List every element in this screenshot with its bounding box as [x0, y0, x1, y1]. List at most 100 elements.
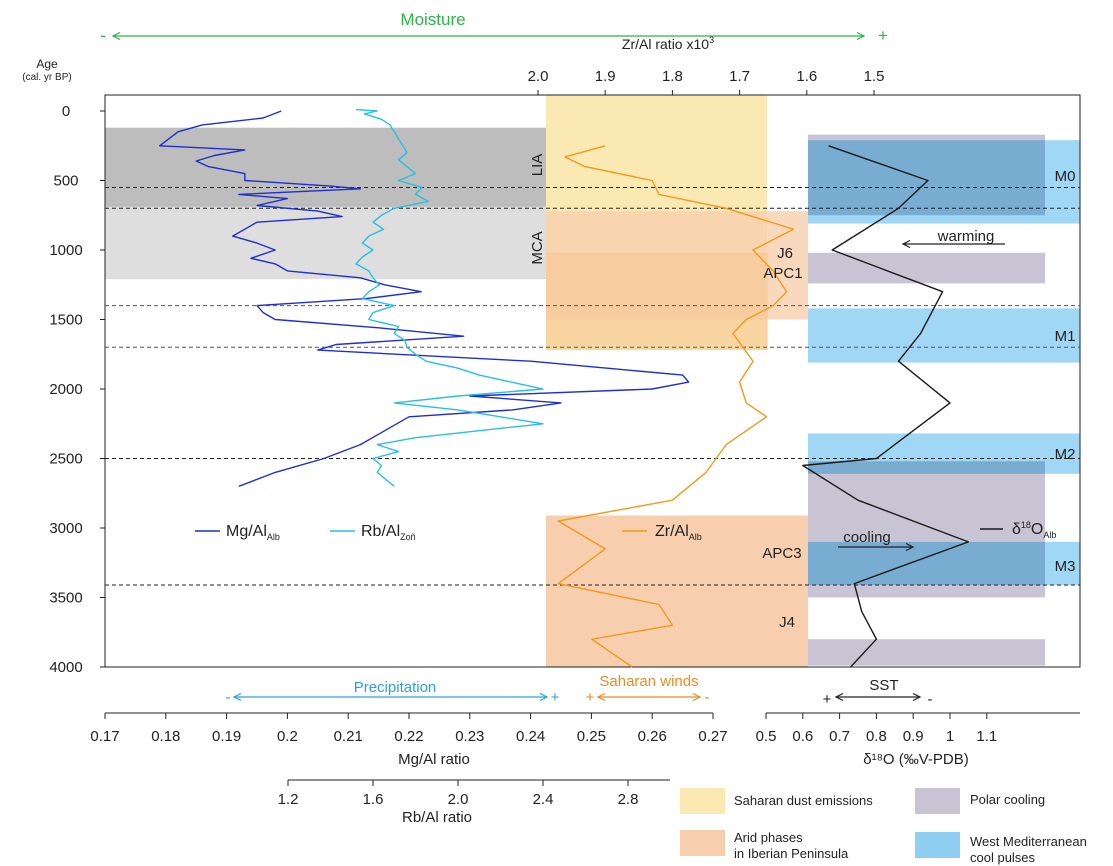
cooling-arrow-head-right [905, 542, 915, 552]
legend-arid-label: Arid phases in Iberian Peninsula [734, 830, 849, 861]
series-line-2 [557, 145, 795, 668]
legend-polar-swatch [915, 788, 960, 814]
legend-d18o-sub: Alb [1043, 530, 1056, 540]
zr-axis-label-sup: 3 [709, 35, 714, 45]
saharan-winds-arrow-head-left [596, 692, 606, 702]
legend-zr-sub: Alb [689, 532, 702, 542]
legend-mg-text: Mg/AlAlb [226, 523, 280, 542]
legend-rb-name: Rb/Al [361, 523, 400, 540]
saharan-winds-minus: - [705, 689, 710, 706]
mg-tick-label-2: 0.19 [212, 728, 241, 745]
legend-dust-label: Saharan dust emissions [734, 793, 873, 808]
saharan-winds-plus: + [586, 689, 595, 706]
age-tick-label-8: 4000 [49, 659, 82, 676]
rb-tick-label-0: 1.2 [278, 791, 299, 808]
age-tick-label-4: 2000 [49, 381, 82, 398]
saharan-winds-label: Saharan winds [599, 673, 698, 690]
sst-arrow-head-left [834, 692, 844, 702]
legend-zr: Zr/AlAlb [622, 523, 702, 542]
polar-band-1 [808, 252, 1045, 284]
legend-rb-sub: Zoñ [400, 532, 416, 542]
zr-tick-label-0: 2.0 [528, 68, 549, 85]
d18o-tick-label-2: 0.7 [829, 728, 850, 745]
legend-d18o-text: δ18OAlb [1012, 520, 1056, 540]
arid-band-2 [546, 515, 808, 667]
legend-arid-label-line-0: Arid phases [734, 830, 803, 845]
age-axis-label: Age [36, 57, 58, 71]
mg-tick-label-4: 0.21 [334, 728, 363, 745]
mg-tick-label-5: 0.22 [394, 728, 423, 745]
zr-tick-label-2: 1.8 [662, 68, 683, 85]
warming-label: warming [937, 228, 995, 245]
series-line-0 [158, 110, 690, 487]
rb-tick-label-2: 2.0 [448, 791, 469, 808]
series-line-3 [802, 145, 970, 668]
legend-mg-name: Mg/Al [226, 523, 267, 540]
cooling-label: cooling [843, 529, 891, 546]
zr-axis-label-main: Zr/Al ratio x10 [622, 36, 709, 52]
zr-axis-label: Zr/Al ratio x103 [622, 35, 714, 52]
d18o-axis-label: δ¹⁸O (‰V-PDB) [863, 751, 969, 768]
arid-band-1-overlap [546, 252, 768, 351]
d18o-tick-label-5: 1 [946, 728, 954, 745]
legend-wmed-swatch [915, 832, 960, 858]
rb-tick-label-1: 1.6 [363, 791, 384, 808]
age-tick-label-6: 3000 [49, 520, 82, 537]
legend-wmed-label-line-1: cool pulses [970, 850, 1036, 865]
mg-tick-label-10: 0.27 [698, 728, 727, 745]
moisture-label: Moisture [400, 10, 465, 29]
legend-d18o-name: δ [1012, 521, 1021, 538]
series-lines [158, 108, 970, 668]
d18o-tick-label-0: 0.5 [756, 728, 777, 745]
zr-tick-label-3: 1.7 [729, 68, 750, 85]
sst-label: SST [869, 677, 898, 694]
legend-wmed-label-line-0: West Mediterranean [970, 834, 1087, 849]
precipitation-plus: + [551, 689, 560, 706]
sst-plus: + [823, 691, 832, 708]
m3-label: M3 [1055, 558, 1076, 575]
moisture-arrow-head-left [111, 31, 121, 41]
zr-tick-label-1: 1.9 [595, 68, 616, 85]
age-tick-label-5: 2500 [49, 451, 82, 468]
legend-zr-text: Zr/AlAlb [655, 523, 702, 542]
age-tick-label-1: 500 [53, 173, 78, 190]
legend-dust-swatch [680, 788, 725, 814]
mg-tick-label-9: 0.26 [638, 728, 667, 745]
axes: 0 500 1000 1500 2000 2500 3000 3500 4000 2.0 1.9 1.… [49, 31, 1080, 808]
j4-label: J4 [779, 614, 795, 631]
mca-label: MCA [529, 231, 546, 264]
legend-arid-label-line-1: in Iberian Peninsula [734, 846, 849, 861]
age-axis-sublabel: (cal. yr BP) [22, 72, 71, 83]
mca-band [105, 206, 546, 280]
legend-polar-label: Polar cooling [970, 792, 1045, 807]
shaded-bands [105, 95, 1080, 667]
legend-d18o-o: O [1031, 521, 1043, 538]
saharan-winds-arrow-head-right [692, 692, 702, 702]
series-line-1 [355, 108, 544, 487]
sst-minus: - [928, 691, 933, 708]
j6-label: J6 [777, 245, 793, 262]
rb-tick-label-4: 2.8 [618, 791, 639, 808]
zr-tick-label-4: 1.6 [796, 68, 817, 85]
mg-tick-label-3: 0.2 [277, 728, 298, 745]
d18o-tick-label-1: 0.6 [792, 728, 813, 745]
moisture-plus: + [878, 26, 888, 45]
precipitation-arrow-head-right [539, 692, 549, 702]
m2-label: M2 [1055, 446, 1076, 463]
moisture-minus: - [100, 26, 106, 45]
lia-band [105, 127, 546, 207]
m1-label: M1 [1055, 328, 1076, 345]
age-tick-label-7: 3500 [49, 590, 82, 607]
legend-rb-text: Rb/AlZoñ [361, 523, 416, 542]
legend-mg-sub: Alb [267, 532, 280, 542]
d18o-tick-label-6: 1.1 [976, 728, 997, 745]
mg-axis-label: Mg/Al ratio [398, 751, 470, 768]
lia-label: LIA [529, 154, 546, 177]
age-tick-label-2: 1000 [49, 242, 82, 259]
overlap-band-1 [808, 461, 1045, 474]
mg-tick-label-6: 0.23 [455, 728, 484, 745]
rb-axis-label: Rb/Al ratio [402, 809, 472, 826]
mg-tick-label-8: 0.25 [577, 728, 606, 745]
polar-band-3 [808, 639, 1045, 666]
